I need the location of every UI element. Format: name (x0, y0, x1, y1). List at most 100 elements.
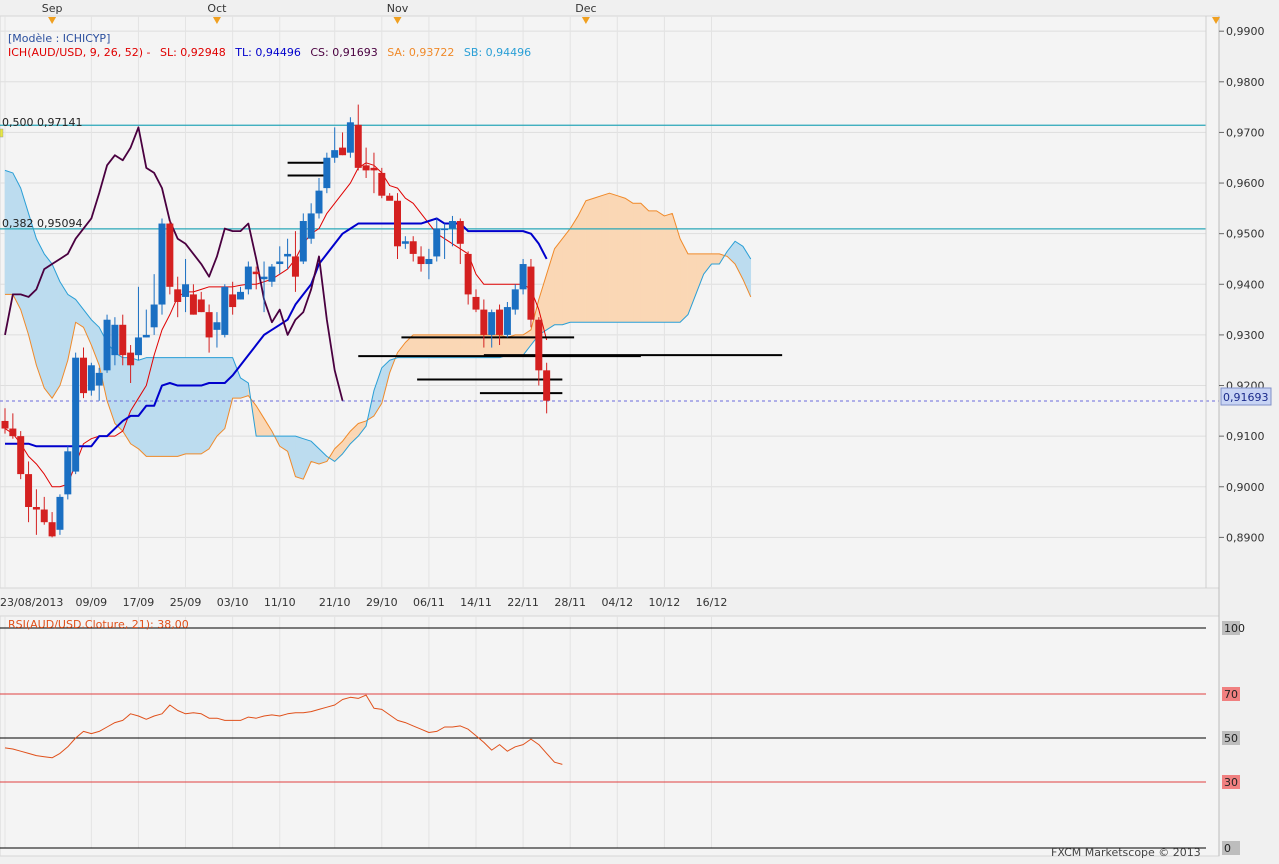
kijun-line (5, 217, 548, 448)
rsi-panel[interactable] (0, 615, 1220, 857)
cloud-segment (640, 202, 650, 323)
cloud-segment (169, 357, 178, 457)
tenkan-line (4, 162, 548, 488)
candle-body (425, 258, 433, 265)
legend-sb: SB: 0,94496 (464, 46, 531, 59)
price-tick-label: 0,8900 (1226, 531, 1265, 544)
candle-body (315, 190, 323, 214)
cloud-segment (161, 357, 171, 457)
candle-body (72, 357, 80, 472)
candle-body (166, 223, 174, 287)
candle-body (197, 299, 205, 313)
axes: 0,9900 0,9800 0,9700 0,9600 0,9500 0,9400 0,93… (0, 2, 1265, 856)
candle-body (32, 507, 40, 510)
candle-body (370, 167, 378, 171)
candle-body (111, 324, 119, 356)
cloud-segment (130, 357, 139, 450)
date-tick-label: 25/09 (170, 596, 202, 609)
cloud-segment (609, 192, 618, 323)
candle-body (268, 266, 276, 282)
cloud-segment (569, 214, 579, 323)
candle-body (17, 436, 25, 475)
price-tick-label: 0,9300 (1226, 329, 1265, 342)
price-tick-label: 0,9700 (1226, 126, 1265, 139)
cloud-segment (12, 172, 22, 310)
month-label: Sep (42, 2, 63, 15)
rsi-level-label: 100 (1224, 622, 1245, 635)
candle-body (103, 319, 111, 371)
candle-body (252, 271, 260, 275)
candle-body (80, 357, 87, 394)
candle-body (448, 221, 456, 229)
cloud-segment (554, 237, 563, 326)
date-tick-label: 06/11 (413, 596, 445, 609)
candle-body (205, 312, 213, 338)
fib-382-label: 0,382 0,95094 (2, 217, 82, 230)
candle-body (119, 324, 127, 356)
date-tick-label: 04/12 (601, 596, 633, 609)
cloud-segment (193, 357, 202, 455)
candle-body (339, 147, 347, 156)
date-tick-label: 22/11 (507, 596, 539, 609)
cloud-segment (656, 210, 665, 323)
legend-sa: SA: 0,93722 (387, 46, 454, 59)
candle-body (323, 157, 331, 189)
ichimoku-cloud (4, 169, 752, 480)
legend-cs: CS: 0,91693 (310, 46, 377, 59)
candle-body (535, 319, 543, 371)
cloud-segment (624, 197, 634, 323)
candle-body (1, 420, 9, 429)
candle-body (346, 122, 354, 153)
candle-body (127, 352, 135, 366)
price-tick-label: 0,9000 (1226, 481, 1265, 494)
price-tick-label: 0,9600 (1226, 177, 1265, 190)
date-tick-label: 28/11 (554, 596, 586, 609)
candle-body (182, 284, 190, 297)
date-tick-label: 21/10 (319, 596, 351, 609)
date-tick-label: 09/09 (75, 596, 107, 609)
cloud-segment (43, 253, 53, 400)
candle-body (237, 291, 244, 300)
rsi-level-badge (1222, 621, 1240, 635)
cloud-segment (153, 357, 163, 457)
cloud-segment (577, 200, 587, 323)
rsi-level-label: 70 (1224, 688, 1238, 701)
month-marker-icon (48, 17, 57, 24)
candle-body (378, 172, 386, 196)
fib-anchor-marker (0, 128, 4, 138)
legend-sl: SL: 0,92948 (160, 46, 226, 59)
candle-body (464, 253, 472, 295)
date-tick-label: 03/10 (217, 596, 249, 609)
date-tick-label: 11/10 (264, 596, 296, 609)
candle-body (174, 289, 182, 302)
candle-body (362, 165, 370, 171)
candle-body (488, 312, 496, 335)
rsi-line (4, 694, 563, 765)
cloud-segment (562, 227, 571, 326)
candle-body (48, 522, 56, 537)
senkou-a-line (5, 192, 752, 480)
candle-body (25, 474, 33, 508)
model-label: [Modèle : ICHICYP] (8, 32, 110, 45)
rsi-level-label: 30 (1224, 776, 1238, 789)
indicator-name: ICH(AUD/USD, 9, 26, 52) - (8, 46, 151, 59)
candle-body (291, 256, 299, 277)
cloud-segment (114, 352, 124, 432)
candle-body (158, 223, 166, 305)
fib-500-label: 0,500 0,97141 (2, 116, 82, 129)
rsi-level-label: 50 (1224, 732, 1238, 745)
rsi-level-label: 0 (1224, 842, 1231, 855)
candle-body (150, 304, 158, 328)
cloud-segment (200, 357, 210, 455)
month-label: Nov (387, 2, 409, 15)
candle-body (142, 334, 150, 338)
current-price-badge (1220, 387, 1272, 406)
cloud-segment (593, 195, 602, 323)
candle-body (441, 228, 449, 231)
candle-body (543, 370, 551, 401)
candle-body (221, 286, 229, 335)
date-tick-label: 14/11 (460, 596, 492, 609)
month-marker-icon (1212, 17, 1220, 24)
candle-body (40, 509, 48, 523)
candle-body (503, 307, 511, 335)
